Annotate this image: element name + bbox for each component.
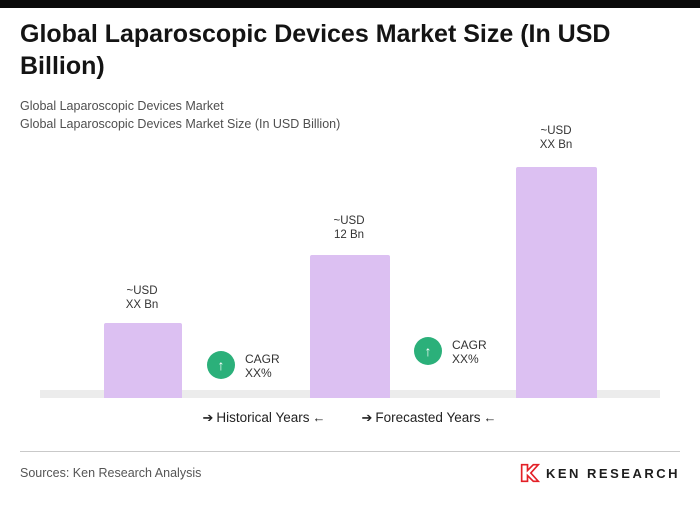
- bar-value-label: ~USD XX Bn: [125, 285, 159, 311]
- cagr-label: CAGR XX%: [245, 352, 280, 380]
- chart-subtitle-market: Global Laparoscopic Devices Market: [20, 99, 224, 113]
- bar-historical-end: [310, 255, 390, 398]
- axis-span-forecasted: ➔ Forecasted Years ←: [329, 410, 529, 426]
- bar-historical-start: [104, 323, 182, 398]
- arrow-left-icon: ←: [483, 410, 497, 425]
- bar-forecast: [516, 167, 597, 398]
- sources-note: Sources: Ken Research Analysis: [20, 466, 202, 480]
- chart-subtitle-size: Global Laparoscopic Devices Market Size …: [20, 117, 341, 131]
- growth-up-arrow-icon: ↑: [207, 351, 235, 379]
- ken-research-logo-icon: [520, 463, 540, 483]
- page-title: Global Laparoscopic Devices Market Size …: [20, 20, 611, 80]
- bar-value-label: ~USD 12 Bn: [333, 215, 365, 241]
- arrow-right-icon: ➔: [202, 410, 214, 425]
- ken-research-logo-text: KEN RESEARCH: [545, 465, 680, 481]
- cagr-label: CAGR XX%: [452, 338, 487, 366]
- top-accent-bar: [0, 0, 700, 8]
- growth-up-arrow-icon: ↑: [414, 337, 442, 365]
- footer-divider: [20, 451, 680, 452]
- axis-span-historical: ➔ Historical Years ←: [164, 410, 364, 426]
- bar-value-label: ~USD XX Bn: [539, 125, 573, 151]
- arrow-right-icon: ➔: [361, 410, 373, 425]
- arrow-left-icon: ←: [312, 410, 326, 425]
- ken-research-logo: KEN RESEARCH: [520, 463, 680, 483]
